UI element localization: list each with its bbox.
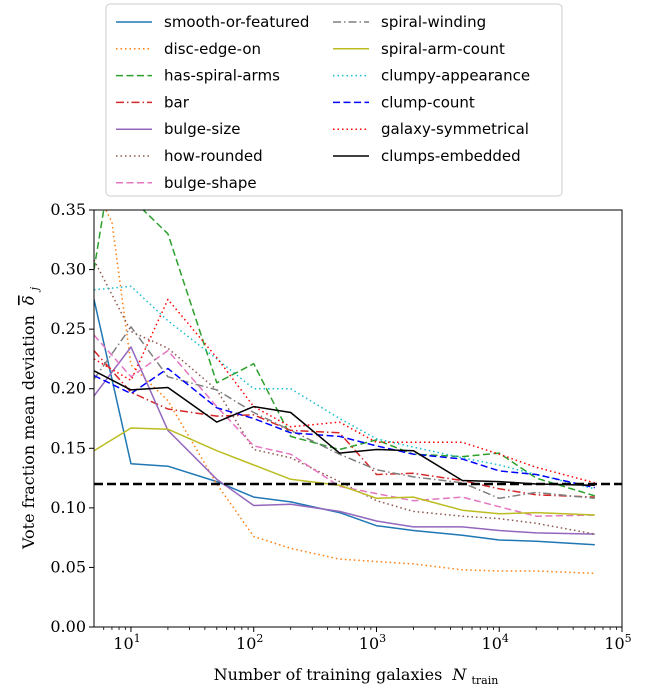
y-tick-label: 0.15 <box>50 438 86 457</box>
legend-label: disc-edge-on <box>164 40 261 58</box>
legend-label: spiral-arm-count <box>381 40 505 58</box>
series-line-how-rounded <box>94 259 595 535</box>
x-axis-label-subscript: train <box>471 674 498 686</box>
series-line-spiral-arm-count <box>94 427 595 516</box>
x-axis-label: Number of training galaxies N train <box>214 665 499 686</box>
series-line-spiral-winding <box>94 326 595 500</box>
legend-label: clump-count <box>381 93 475 111</box>
x-tick-label: 102 <box>236 632 263 653</box>
series-line-smooth-or-featured <box>94 299 595 546</box>
y-axis-label: Vote fraction mean deviation δ j <box>19 286 41 550</box>
legend-label: galaxy-symmetrical <box>381 120 529 138</box>
x-axis-label-math: N <box>451 665 467 684</box>
x-tick-label: 103 <box>359 632 386 653</box>
series-line-bar <box>94 350 595 498</box>
legend-label: clumpy-appearance <box>381 67 530 85</box>
y-tick-label: 0.35 <box>50 200 86 219</box>
x-axis-label-text: Number of training galaxies <box>214 665 443 684</box>
x-tick-label: 104 <box>482 632 509 653</box>
y-axis-label-text: Vote fraction mean deviation <box>19 315 38 550</box>
plot-frame <box>93 209 623 628</box>
series-line-has-spiral-arms <box>94 210 596 497</box>
y-tick-label: 0.25 <box>50 319 86 338</box>
legend-label: smooth-or-featured <box>164 13 309 31</box>
legend-label: bulge-shape <box>164 174 257 192</box>
legend-label: bulge-size <box>164 120 240 138</box>
x-tick-label: 105 <box>604 632 631 653</box>
series-line-bulge-shape <box>94 334 595 517</box>
legend-label: spiral-winding <box>381 13 486 31</box>
y-tick-label: 0.10 <box>50 498 86 517</box>
legend-label: bar <box>164 93 190 111</box>
legend-label: how-rounded <box>164 147 263 165</box>
x-tick-label: 101 <box>113 632 140 653</box>
legend-label: clumps-embedded <box>381 147 521 165</box>
legend-label: has-spiral-arms <box>164 67 280 85</box>
y-axis-label-math: δ <box>19 295 38 305</box>
series-line-clumps-embedded <box>94 370 595 486</box>
series-line-bulge-size <box>94 346 595 535</box>
legend-frame <box>105 3 563 197</box>
legend: smooth-or-featured disc-edge-on has-spiral… <box>105 3 563 197</box>
series-line-galaxy-symmetrical <box>94 298 595 484</box>
y-tick-label: 0.20 <box>50 379 86 398</box>
y-tick-label: 0.00 <box>50 617 86 636</box>
series-line-clump-count <box>94 367 595 489</box>
series-line-disc-edge-on <box>105 210 595 575</box>
y-tick-label: 0.05 <box>50 557 86 576</box>
y-axis-label-subscript: j <box>28 286 41 293</box>
y-tick-label: 0.30 <box>50 260 86 279</box>
